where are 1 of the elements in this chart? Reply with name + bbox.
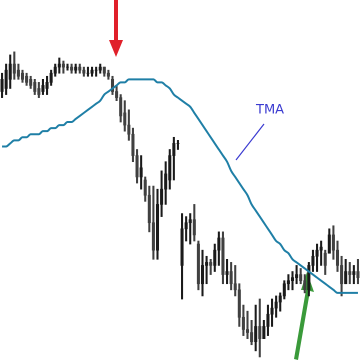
annotation: TMA (255, 102, 284, 118)
